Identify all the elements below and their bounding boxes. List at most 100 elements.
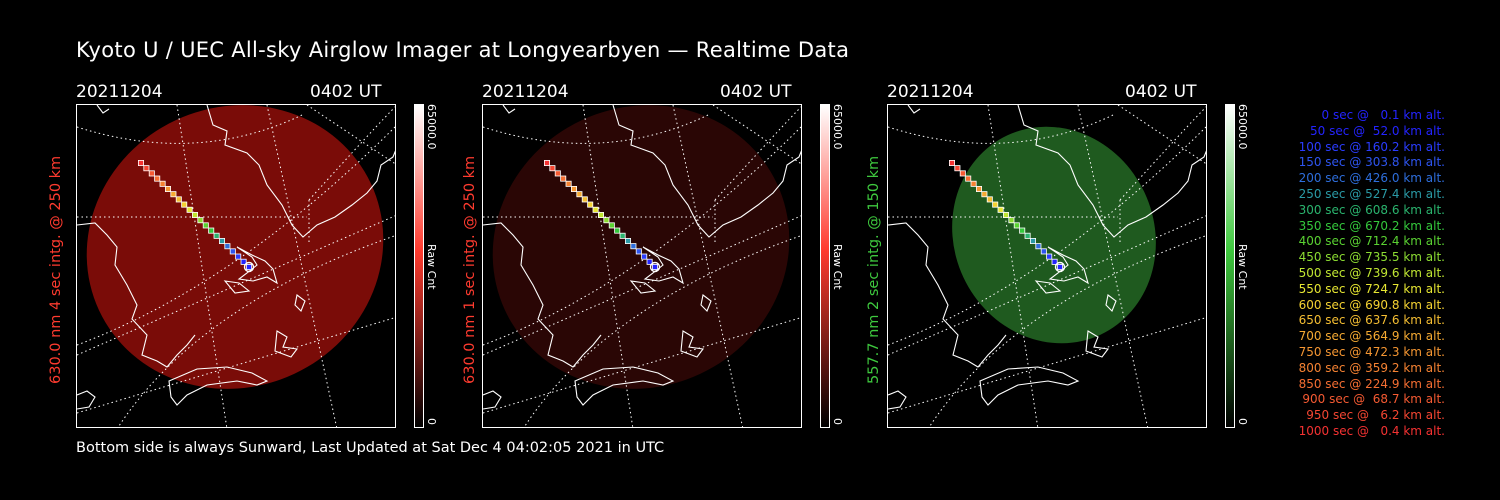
sky-map <box>888 105 1206 427</box>
track-marker <box>965 175 972 182</box>
panel-1-y-label: 630.0 nm 4 sec intg. @ 250 km <box>48 155 64 384</box>
panel-1-colorbar-max: 65000.0 <box>425 104 438 150</box>
track-marker <box>143 165 150 172</box>
legend-row: 350 sec @ 670.2 km alt. <box>1298 218 1445 233</box>
track-marker <box>630 243 637 250</box>
trajectory-track <box>138 160 252 270</box>
station-marker <box>243 261 255 273</box>
track-marker <box>997 206 1004 213</box>
legend-row: 850 sec @ 224.9 km alt. <box>1298 376 1445 391</box>
station-marker <box>649 261 661 273</box>
track-marker <box>154 175 161 182</box>
legend-row: 250 sec @ 527.4 km alt. <box>1298 186 1445 201</box>
trajectory-track <box>949 160 1063 270</box>
track-marker <box>981 191 988 198</box>
legend-row: 750 sec @ 472.3 km alt. <box>1298 344 1445 359</box>
legend-row: 150 sec @ 303.8 km alt. <box>1298 155 1445 170</box>
panel-1-colorbar <box>414 104 424 428</box>
coastlines <box>483 105 801 410</box>
trajectory-track <box>544 160 658 270</box>
track-marker <box>197 217 204 224</box>
panel-1-date: 20211204 <box>76 82 163 102</box>
track-marker <box>571 186 578 193</box>
track-marker <box>1029 237 1036 244</box>
track-marker <box>240 258 247 265</box>
track-marker <box>1019 227 1026 234</box>
track-marker <box>213 232 220 239</box>
legend-row: 500 sec @ 739.6 km alt. <box>1298 265 1445 280</box>
panel-3-colorbar <box>1225 104 1235 428</box>
lat-lon-grid <box>483 105 801 427</box>
track-marker <box>554 170 561 177</box>
track-marker <box>138 160 145 167</box>
track-marker <box>1013 222 1020 229</box>
track-marker <box>651 263 658 270</box>
track-marker <box>1003 212 1010 219</box>
coastlines <box>77 105 395 410</box>
legend-row: 50 sec @ 52.0 km alt. <box>1310 123 1445 138</box>
panel-3-colorbar-min: 0 <box>1236 418 1249 425</box>
panel-2-y-label: 630.0 nm 1 sec intg. @ 250 km <box>462 155 478 384</box>
panel-1-image <box>76 104 396 428</box>
track-marker <box>192 212 199 219</box>
track-marker <box>959 170 966 177</box>
footer-status: Bottom side is always Sunward, Last Upda… <box>76 440 665 456</box>
track-marker <box>1040 248 1047 255</box>
altitude-legend: 0 sec @ 0.1 km alt. 50 sec @ 52.0 km alt.… <box>1250 108 1445 440</box>
panel-2-colorbar-max: 65000.0 <box>831 104 844 150</box>
airglow-sky-disk <box>86 105 384 389</box>
track-marker <box>208 227 215 234</box>
track-marker <box>624 237 631 244</box>
track-marker <box>175 196 182 203</box>
track-marker <box>646 258 653 265</box>
panel-3-colorbar-unit: Raw Cnt <box>1236 244 1249 290</box>
legend-row: 600 sec @ 690.8 km alt. <box>1298 297 1445 312</box>
panel-3-image <box>887 104 1207 428</box>
track-marker <box>1008 217 1015 224</box>
track-marker <box>560 175 567 182</box>
track-marker <box>592 206 599 213</box>
track-marker <box>1024 232 1031 239</box>
panel-1-colorbar-unit: Raw Cnt <box>425 244 438 290</box>
legend-row: 450 sec @ 735.5 km alt. <box>1298 250 1445 265</box>
track-marker <box>976 186 983 193</box>
panel-3-time: 0402 UT <box>1125 82 1197 102</box>
panel-2-time: 0402 UT <box>720 82 792 102</box>
panel-1-time: 0402 UT <box>310 82 382 102</box>
lat-lon-grid <box>888 105 1206 427</box>
page-title: Kyoto U / UEC All-sky Airglow Imager at … <box>76 38 850 62</box>
track-marker <box>229 248 236 255</box>
legend-row: 300 sec @ 608.6 km alt. <box>1298 202 1445 217</box>
legend-row: 100 sec @ 160.2 km alt. <box>1298 139 1445 154</box>
station-marker <box>1054 261 1066 273</box>
track-marker <box>181 201 188 208</box>
legend-row: 950 sec @ 6.2 km alt. <box>1306 408 1445 423</box>
track-marker <box>1056 263 1063 270</box>
track-marker <box>235 253 242 260</box>
airglow-sky-disk <box>952 126 1156 344</box>
track-marker <box>619 232 626 239</box>
track-marker <box>1051 258 1058 265</box>
panel-1-colorbar-min: 0 <box>425 418 438 425</box>
coastlines <box>888 105 1206 410</box>
track-marker <box>635 248 642 255</box>
track-marker <box>949 160 956 167</box>
legend-row: 1000 sec @ 0.4 km alt. <box>1298 423 1445 438</box>
track-marker <box>581 196 588 203</box>
track-marker <box>986 196 993 203</box>
panel-2-colorbar <box>820 104 830 428</box>
track-marker <box>603 217 610 224</box>
track-marker <box>159 180 166 187</box>
track-marker <box>202 222 209 229</box>
track-marker <box>218 237 225 244</box>
track-marker <box>576 191 583 198</box>
panel-2-date: 20211204 <box>482 82 569 102</box>
lat-lon-grid <box>77 105 395 427</box>
airglow-sky-disk <box>492 105 790 389</box>
legend-row: 900 sec @ 68.7 km alt. <box>1302 392 1445 407</box>
legend-row: 650 sec @ 637.6 km alt. <box>1298 313 1445 328</box>
sky-map <box>483 105 801 427</box>
panel-3-date: 20211204 <box>887 82 974 102</box>
track-marker <box>544 160 551 167</box>
panel-3-y-label: 557.7 nm 2 sec intg. @ 150 km <box>866 155 882 384</box>
